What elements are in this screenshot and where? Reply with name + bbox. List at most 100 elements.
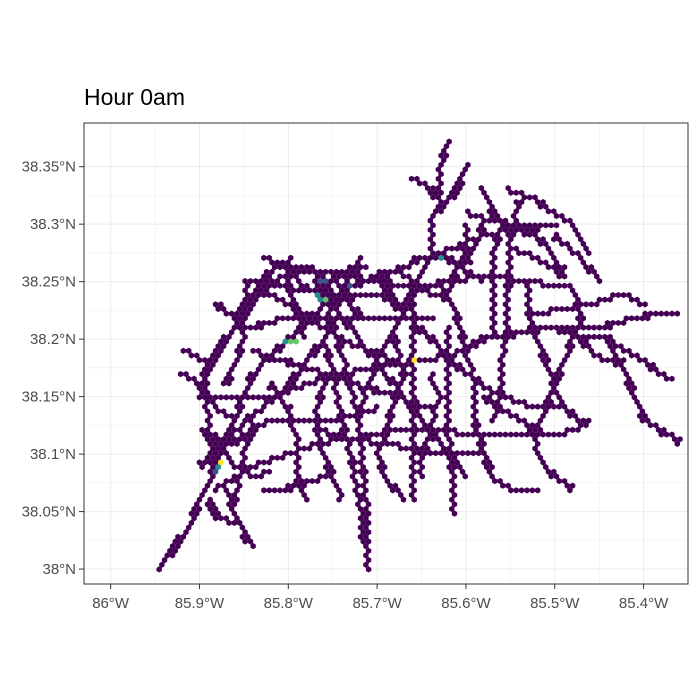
hex-cell — [301, 287, 307, 294]
hex-cell — [288, 357, 294, 364]
hex-cell — [247, 324, 254, 331]
hex-cell — [296, 371, 302, 378]
hex-cell — [373, 291, 380, 299]
hex-cell — [330, 477, 337, 485]
hex-cell — [202, 431, 208, 438]
hex-cell — [245, 412, 251, 420]
hex-cell — [615, 319, 621, 327]
hex-cell — [650, 361, 656, 368]
hex-cell — [433, 403, 439, 410]
hex-cell — [333, 315, 340, 322]
hex-cell — [411, 375, 417, 382]
hex-cell — [215, 482, 221, 489]
hex-cell — [277, 394, 283, 401]
hex-cell — [347, 450, 353, 457]
hex-cell — [438, 189, 444, 196]
hex-cell — [212, 394, 219, 401]
hex-cell — [352, 412, 358, 420]
hex-cell — [435, 278, 442, 285]
hex-cell — [551, 236, 557, 243]
hex-cell — [231, 519, 238, 526]
hex-cell — [572, 329, 578, 336]
hex-cell — [612, 352, 619, 359]
hex-cell — [586, 324, 592, 331]
hex-cell — [384, 273, 391, 280]
hex-cell — [475, 226, 482, 234]
hex-cell — [309, 477, 315, 485]
hex-cell — [545, 282, 552, 289]
hex-cell — [416, 403, 423, 410]
hex-cell — [516, 222, 522, 229]
hex-cell — [502, 431, 509, 438]
hex-cell — [355, 491, 361, 499]
hex-cell — [392, 296, 399, 303]
hex-cell — [274, 296, 280, 303]
hex-cell — [390, 291, 396, 299]
hex-cell — [626, 384, 632, 392]
hex-cell — [368, 347, 374, 354]
hex-cell — [320, 338, 326, 345]
hex-cell — [237, 482, 243, 489]
hex-cell — [266, 273, 272, 280]
hex-cell — [497, 394, 503, 401]
hex-cell — [365, 510, 372, 517]
hex-cell — [352, 468, 358, 475]
hex-cell — [567, 217, 573, 224]
hex-cell — [325, 431, 331, 438]
hex-cell — [296, 268, 302, 275]
hex-cell — [500, 361, 506, 368]
hex-cell — [443, 384, 450, 392]
y-tick-label: 38.05°N — [22, 504, 76, 521]
hex-cell — [411, 291, 417, 299]
hex-cell — [293, 375, 299, 382]
hex-cell — [207, 459, 213, 466]
hex-cell-highlight — [317, 278, 323, 285]
hex-cell — [250, 347, 256, 354]
hex-cell — [344, 371, 350, 378]
hex-cell — [379, 347, 385, 354]
hex-cell — [261, 291, 267, 299]
hex-cell — [344, 278, 350, 285]
hex-cell — [234, 515, 240, 522]
hex-cell — [524, 291, 530, 299]
hex-cell — [505, 305, 511, 313]
hex-cell — [677, 436, 683, 443]
hex-cell — [237, 426, 243, 433]
hex-cell — [435, 352, 442, 359]
hex-cell — [253, 473, 259, 480]
hex-cell — [551, 264, 557, 271]
hex-cell — [322, 324, 329, 331]
hex-cell — [441, 445, 447, 452]
hex-cell — [333, 296, 340, 303]
hex-cell — [451, 259, 458, 266]
hex-cell — [392, 482, 399, 489]
hex-cell — [330, 319, 337, 327]
hex-cell — [365, 278, 372, 285]
hex-cell — [395, 440, 401, 447]
hex-cell — [414, 398, 420, 406]
hex-cell — [430, 426, 436, 433]
hex-cell — [513, 189, 519, 196]
hex-cell — [414, 259, 420, 266]
hex-cell — [239, 301, 246, 308]
hex-cell — [561, 357, 568, 364]
hex-cell — [489, 473, 495, 480]
hex-cell — [564, 408, 570, 415]
hex-cell — [288, 412, 294, 420]
hex-cell — [449, 357, 455, 364]
hex-cell — [390, 329, 396, 336]
hex-cell — [266, 468, 272, 475]
hex-cell — [301, 380, 307, 387]
hex-cell — [513, 487, 519, 494]
hex-cell — [344, 436, 350, 443]
hex-cell — [215, 305, 221, 313]
hex-cell — [376, 315, 382, 322]
hex-cell — [368, 273, 374, 280]
hex-cell — [196, 505, 203, 513]
hex-cell — [441, 287, 447, 294]
hex-cell — [543, 324, 549, 331]
hex-cell — [508, 189, 514, 196]
hex-cell — [505, 222, 511, 229]
hex-cell — [438, 180, 444, 187]
hex-cell — [293, 310, 299, 317]
